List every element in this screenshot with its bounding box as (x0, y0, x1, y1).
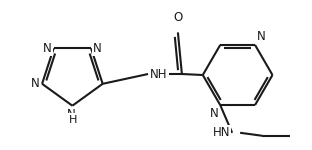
Text: N: N (257, 30, 266, 43)
Text: HN: HN (213, 126, 230, 139)
Text: N: N (209, 107, 218, 120)
Text: N: N (43, 42, 52, 55)
Text: NH: NH (150, 68, 168, 81)
Text: N: N (67, 108, 76, 121)
Text: H: H (69, 115, 78, 125)
Text: O: O (173, 11, 183, 24)
Text: N: N (31, 77, 40, 90)
Text: N: N (93, 42, 102, 55)
